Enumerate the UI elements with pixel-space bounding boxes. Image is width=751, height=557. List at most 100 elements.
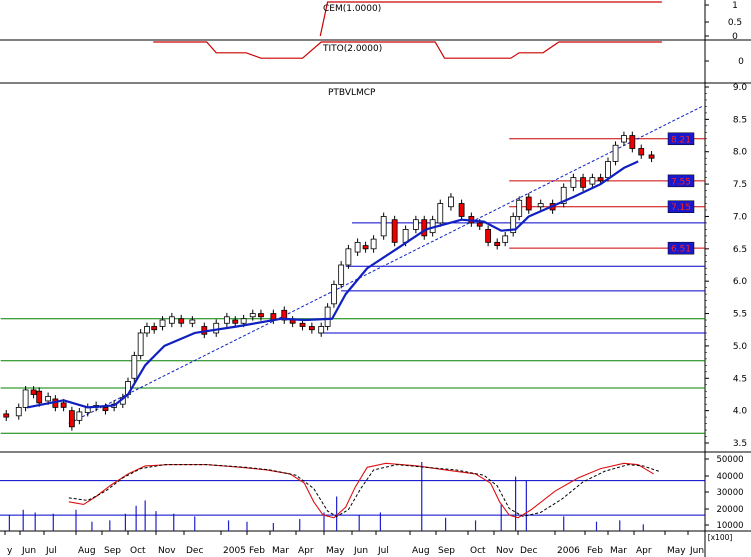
price-y-tick-label: 7.0 <box>733 212 748 222</box>
candle <box>597 177 604 182</box>
oscillator-signal-line <box>68 464 659 517</box>
cem-title: CEM(1.0000) <box>323 4 381 14</box>
candle <box>370 238 377 250</box>
x-axis-tick-label: Mar <box>272 546 289 556</box>
price-y-tick-label: 4.0 <box>733 407 748 417</box>
candle <box>448 196 454 208</box>
candle <box>354 241 361 253</box>
candle <box>308 326 315 331</box>
level-label: 7.15 <box>671 203 691 213</box>
candle <box>412 219 419 230</box>
candle <box>131 355 138 379</box>
price-y-tick-label: 3.5 <box>733 439 747 449</box>
candle <box>458 203 465 217</box>
level-label: 8.21 <box>671 135 691 145</box>
candle <box>213 322 220 334</box>
candle <box>137 332 144 357</box>
oscillator-y-tick-label: 30000 <box>716 488 743 498</box>
candle <box>30 389 37 395</box>
candle <box>391 219 398 243</box>
trend-line <box>68 105 703 425</box>
candle <box>525 196 532 211</box>
x-axis-tick-label: Mar <box>610 546 627 556</box>
candle <box>159 319 166 327</box>
level-label-box <box>667 132 695 146</box>
x-axis-tick-label: Sep <box>438 546 455 556</box>
price-y-tick-label: 9.0 <box>733 83 748 93</box>
level-label-box <box>667 241 695 255</box>
candle <box>299 322 306 327</box>
candle <box>437 203 444 224</box>
tito-y-tick-label: 0 <box>738 57 744 67</box>
price-y-tick-label: 5.5 <box>733 310 747 320</box>
price-y-tick-label: 5.0 <box>733 342 748 352</box>
level-label-box <box>667 174 695 188</box>
candle <box>494 241 501 246</box>
candle <box>570 177 577 188</box>
price-y-tick-label: 8.5 <box>733 115 747 125</box>
cem-y-tick-label: 0 <box>732 32 738 42</box>
x-axis-tick-label: 2006 <box>557 546 580 556</box>
price-y-tick-label: 7.5 <box>733 180 747 190</box>
oscillator-y-tick-label: 50000 <box>716 455 743 465</box>
candle <box>648 154 655 159</box>
tito-line <box>153 41 662 59</box>
candle <box>324 306 331 327</box>
x-axis-tick-label: May <box>667 546 686 556</box>
price-y-tick-label: 6.0 <box>733 277 748 287</box>
candle <box>402 228 409 243</box>
candle <box>516 199 523 217</box>
candle <box>232 319 239 324</box>
candle <box>502 235 509 243</box>
candle <box>421 219 428 237</box>
candle <box>102 406 109 412</box>
x-axis-tick-label: Oct <box>470 546 486 556</box>
candle <box>345 248 352 266</box>
oscillator-y-tick-label: 40000 <box>716 472 743 482</box>
candle <box>485 228 492 243</box>
candle <box>537 203 544 208</box>
x-axis-tick-label: Jul <box>377 546 389 556</box>
x-axis-tick-label: y <box>7 546 13 556</box>
x-axis-tick-label: Apr <box>298 546 314 556</box>
candle <box>638 148 645 156</box>
oscillator-y-tick-label: 20000 <box>716 505 743 515</box>
oscillator-y-tick-label: 10000 <box>716 521 743 531</box>
x-axis-tick-label: Jun <box>689 546 704 556</box>
level-label-box <box>667 200 695 213</box>
candle <box>612 144 619 162</box>
candle <box>151 326 158 331</box>
x-axis-tick-label: Sep <box>104 546 121 556</box>
x-axis-tick-label: Jun <box>353 546 368 556</box>
x-axis-tick-label: Nov <box>496 546 514 556</box>
moving-average-line <box>26 160 639 409</box>
candle <box>223 316 230 324</box>
candle <box>76 411 83 421</box>
candle <box>362 245 369 250</box>
price-y-tick-label: 4.5 <box>733 374 747 384</box>
level-label: 6.51 <box>671 245 691 255</box>
candle <box>249 313 256 318</box>
oscillator-unit-label: [x100] <box>708 533 733 542</box>
candle <box>331 284 337 305</box>
candle <box>68 410 75 428</box>
x-axis-tick-label: Aug <box>412 546 430 556</box>
x-axis-tick-label: Feb <box>587 546 603 556</box>
x-axis-tick-label: Feb <box>249 546 265 556</box>
x-axis-tick-label: Apr <box>636 546 652 556</box>
candle <box>318 326 325 334</box>
candle <box>629 135 636 149</box>
candle <box>281 309 288 321</box>
candle <box>621 135 627 143</box>
x-axis-tick-label: Aug <box>78 546 96 556</box>
x-axis-tick-label: Dec <box>186 546 203 556</box>
candle <box>178 318 185 324</box>
candle <box>168 316 175 324</box>
x-axis-tick-label: May <box>326 546 345 556</box>
candle <box>240 318 247 324</box>
candle <box>580 177 586 188</box>
candle <box>380 216 387 237</box>
candle <box>560 186 567 204</box>
level-label: 7.55 <box>671 177 691 187</box>
